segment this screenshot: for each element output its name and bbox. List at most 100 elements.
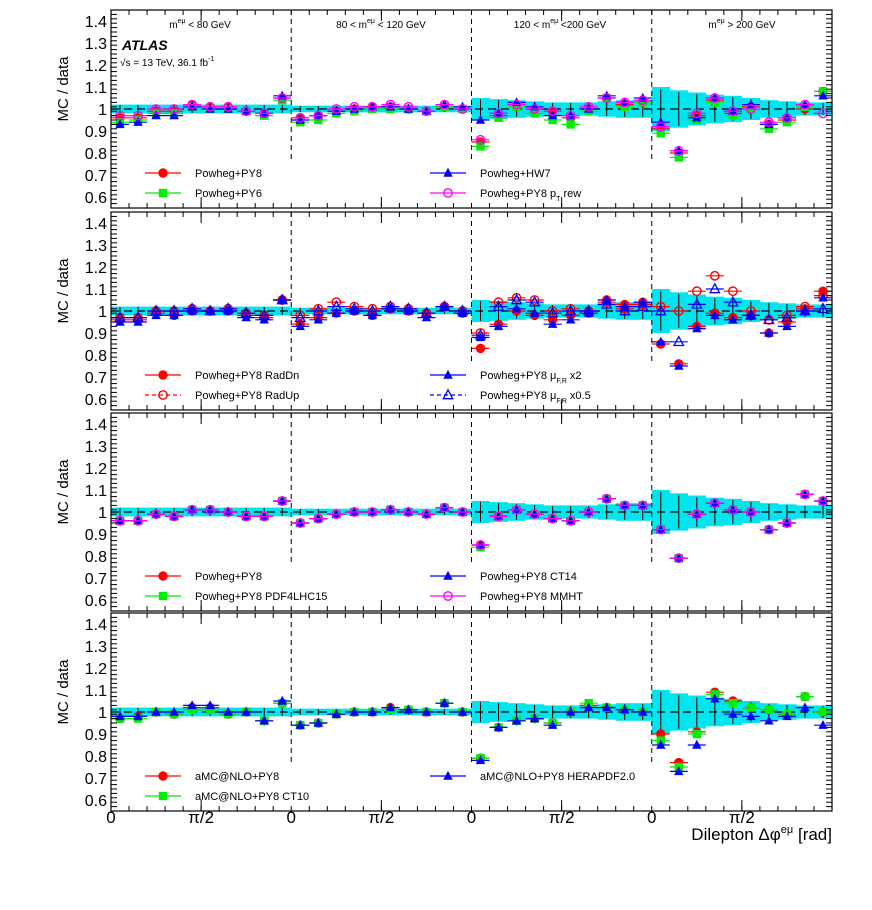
data-point	[277, 495, 287, 505]
legend-marker	[443, 188, 453, 198]
data-point	[619, 97, 630, 108]
legend-marker	[158, 370, 168, 380]
data-point	[638, 98, 647, 107]
legend-label: aMC@NLO+PY8 HERAPDF2.0	[480, 771, 635, 783]
data-point	[241, 106, 251, 115]
data-point	[223, 706, 233, 716]
legend-marker	[443, 167, 453, 177]
data-point	[439, 502, 450, 512]
y-tick-label: 1	[98, 102, 107, 119]
data-point	[259, 511, 269, 521]
data-point	[710, 92, 720, 102]
data-point	[223, 101, 234, 112]
data-point	[493, 511, 504, 522]
data-point	[782, 517, 792, 527]
legend-marker	[158, 390, 168, 400]
data-point	[169, 511, 179, 521]
legend-label: aMC@NLO+PY8 CT10	[195, 791, 309, 803]
energy-label-sup: -1	[208, 56, 214, 63]
data-point	[745, 308, 757, 320]
data-point	[636, 300, 649, 311]
data-point	[728, 314, 738, 324]
data-point	[403, 506, 414, 516]
data-point	[764, 524, 774, 534]
data-point	[600, 297, 613, 309]
legend-label: Powheg+PY8 CT14	[480, 571, 577, 583]
data-point	[728, 699, 738, 708]
data-point	[439, 698, 450, 707]
data-point	[457, 104, 468, 114]
legend-marker	[443, 369, 453, 379]
data-point	[493, 722, 504, 732]
data-point	[800, 305, 810, 315]
data-point	[493, 108, 504, 118]
data-point	[384, 300, 397, 311]
data-point	[619, 500, 630, 511]
data-point	[115, 711, 125, 721]
data-point	[330, 300, 343, 311]
y-tick-label: 1.3	[85, 439, 107, 456]
legend-label: Powheg+HW7	[480, 168, 551, 180]
region-header-4: meμ > 200 GeV	[708, 18, 775, 31]
data-point	[367, 706, 378, 716]
data-point	[367, 506, 378, 516]
data-point	[241, 706, 251, 716]
data-point	[205, 504, 216, 515]
data-point	[710, 310, 720, 320]
data-point	[169, 706, 179, 716]
data-point	[728, 709, 738, 718]
y-tick-label: 1.4	[85, 14, 107, 31]
data-point	[457, 101, 468, 111]
y-tick-label: 1.3	[85, 36, 107, 53]
data-point	[601, 93, 612, 103]
data-point	[114, 311, 126, 322]
data-point	[385, 504, 396, 515]
y-tick-label: 0.7	[85, 571, 107, 588]
data-point	[800, 99, 810, 109]
data-point	[637, 95, 648, 106]
legend-marker	[442, 388, 454, 400]
y-axis-title: MC / data	[55, 659, 72, 725]
data-point	[222, 302, 234, 314]
data-point	[582, 304, 595, 316]
data-point	[799, 304, 811, 316]
x-tick-labels: 0 π/2 0 π/2 0 π/2 0 π/2	[106, 808, 755, 827]
data-point	[366, 304, 379, 316]
data-point	[331, 709, 342, 718]
data-point	[818, 495, 828, 505]
data-point	[205, 504, 215, 514]
data-point	[295, 518, 306, 528]
data-point	[385, 504, 396, 514]
data-point	[746, 703, 756, 712]
legend: Powheg+PY8 Powheg+PY8 PDF4LHC15 Powheg+PY8…	[145, 570, 583, 603]
data-point	[782, 112, 792, 123]
data-point	[349, 706, 360, 716]
data-point	[817, 302, 829, 314]
data-point	[276, 293, 289, 305]
data-point	[493, 321, 504, 331]
series-powheg-py8-mmht	[111, 489, 832, 564]
data-point	[312, 304, 325, 316]
data-point	[205, 705, 215, 714]
data-point	[367, 101, 378, 112]
data-point	[313, 717, 323, 727]
data-point	[331, 104, 342, 114]
data-point	[745, 507, 756, 517]
data-point	[691, 286, 702, 297]
legend-marker	[158, 188, 168, 198]
data-point	[313, 314, 323, 324]
data-point	[187, 705, 197, 714]
legend-label: Powheg+PY6	[195, 188, 262, 200]
data-point	[205, 700, 215, 710]
legend: Powheg+PY8 RadDn Powheg+PY8 RadUp Powheg+P…	[145, 369, 591, 405]
data-point	[367, 101, 378, 111]
data-point	[709, 270, 720, 281]
data-point	[511, 97, 522, 107]
data-point	[259, 108, 269, 118]
data-point	[313, 110, 324, 121]
y-tick-label: 0.7	[85, 771, 107, 788]
x-tick-label: 0	[647, 808, 656, 827]
y-tick-label: 0.6	[85, 593, 107, 610]
data-point	[781, 311, 793, 322]
data-point	[564, 304, 577, 316]
